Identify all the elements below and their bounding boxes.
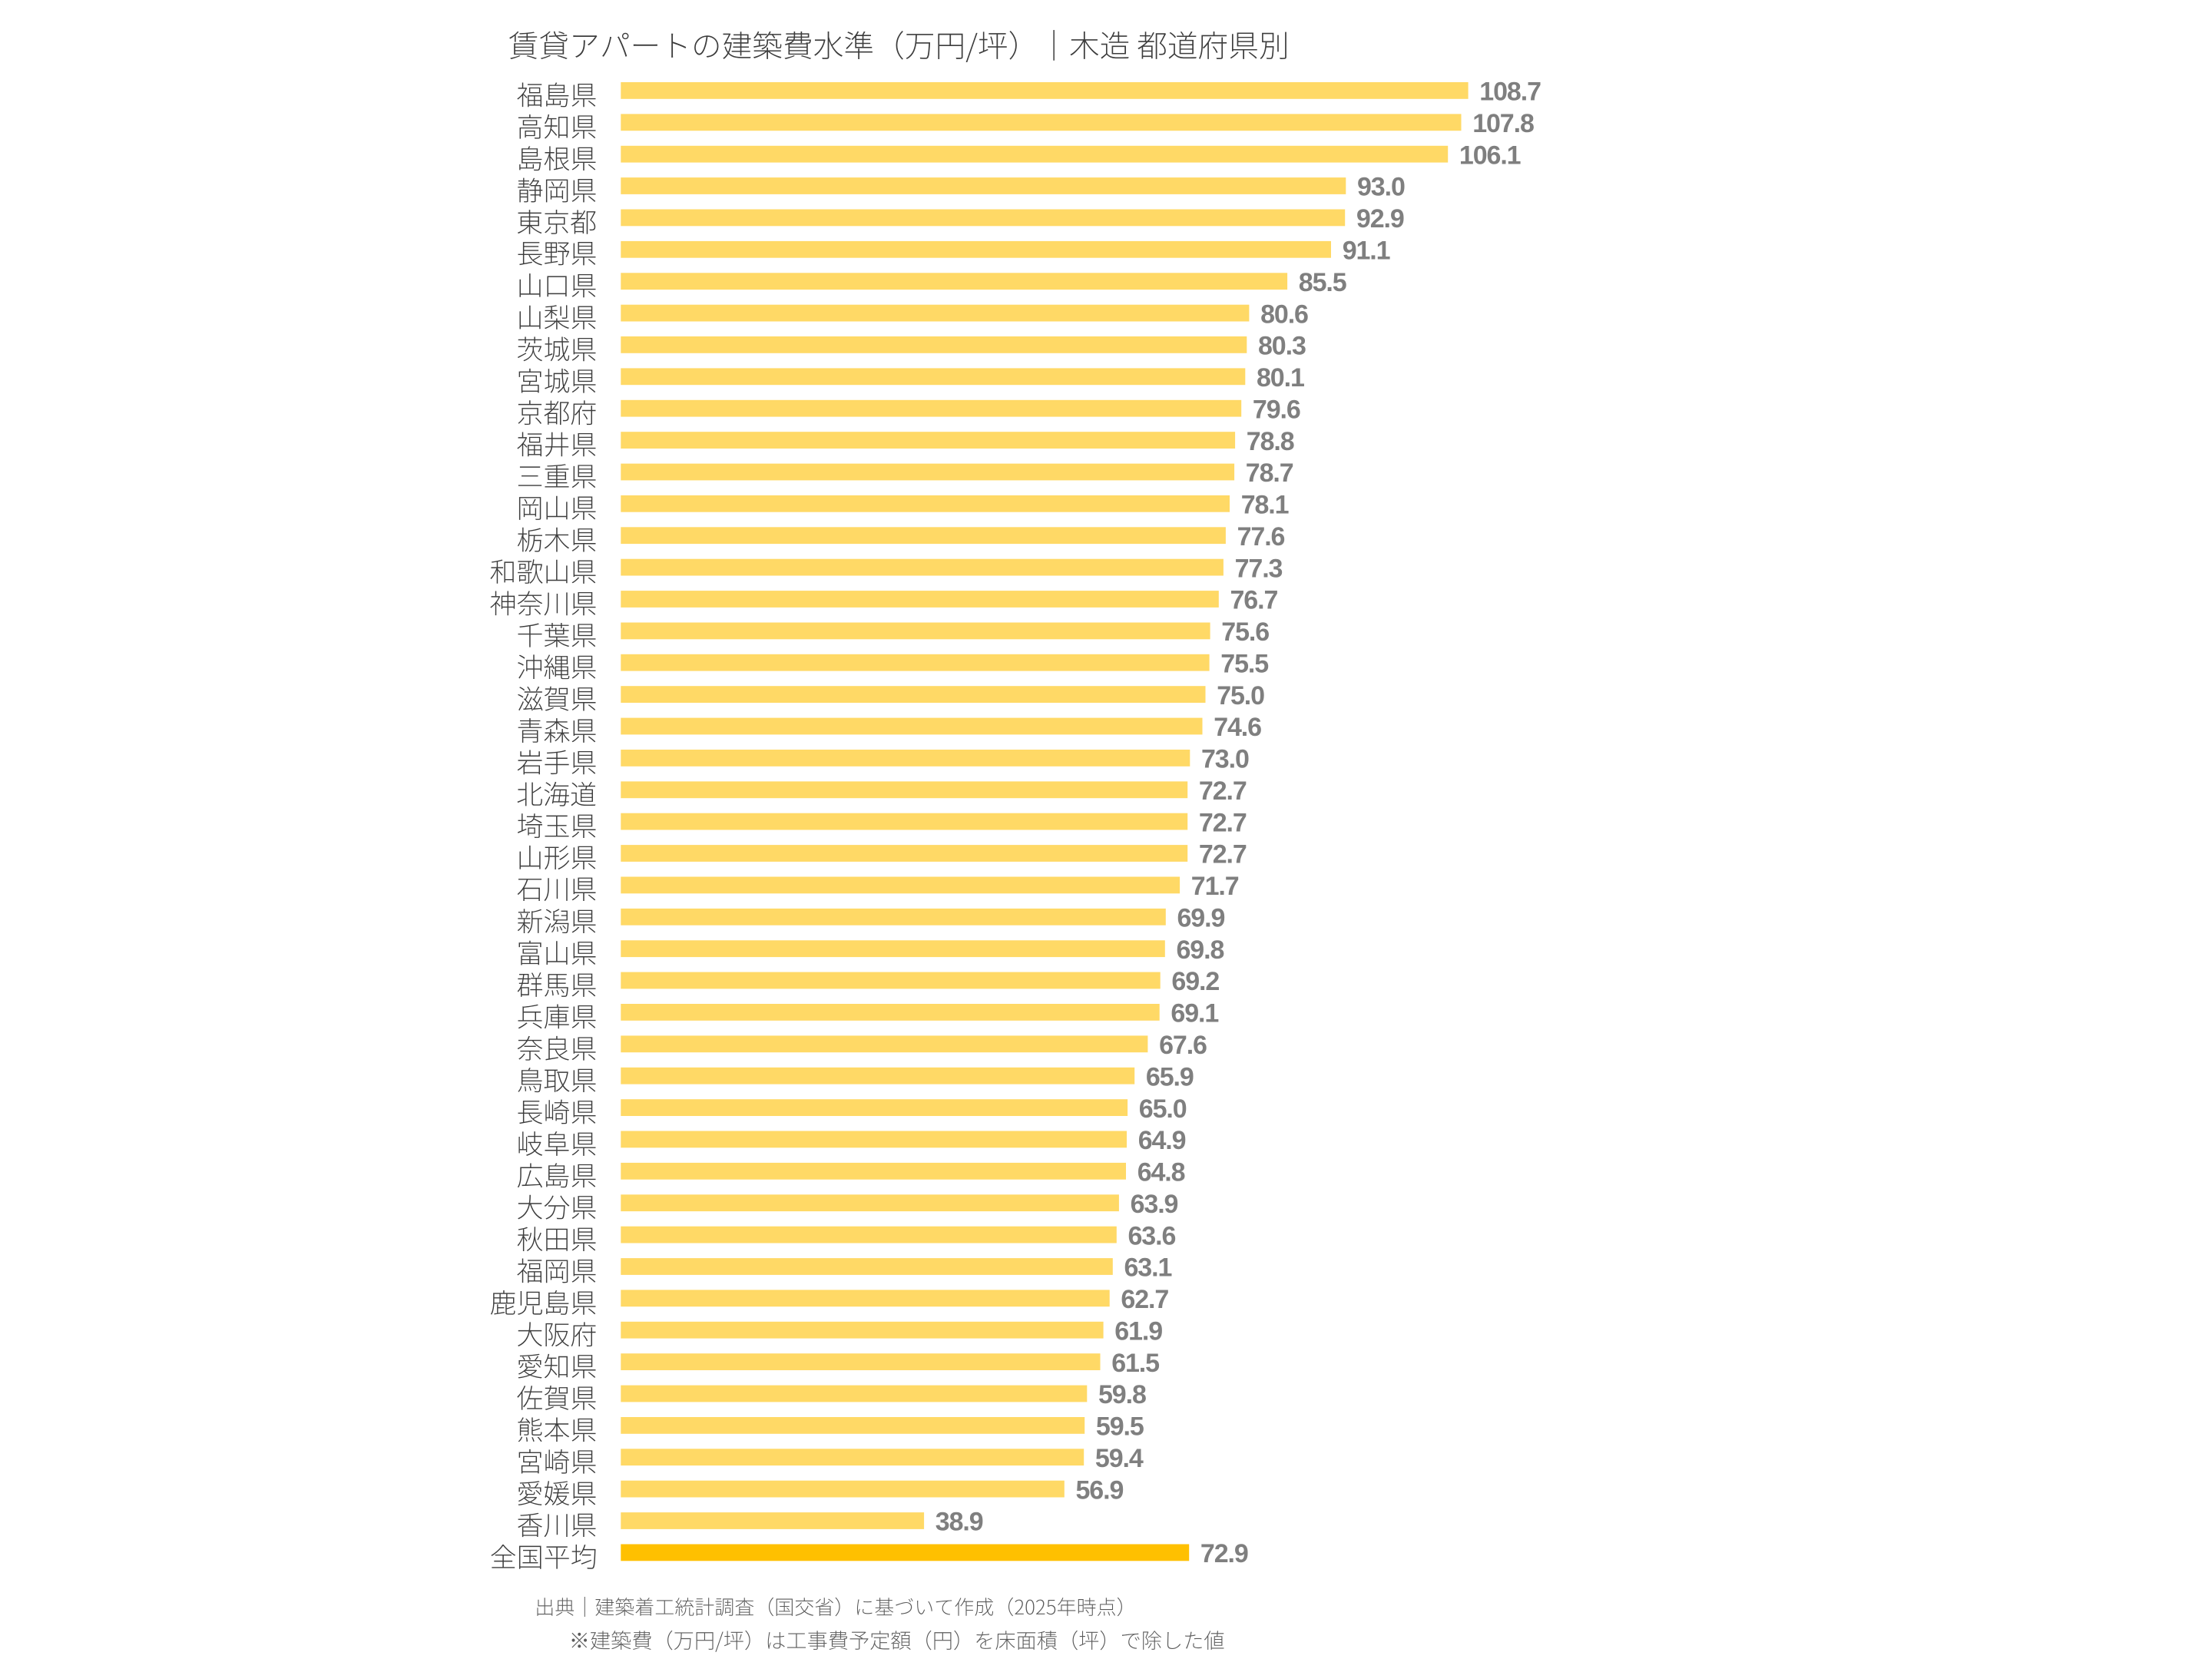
svg-text:72.9: 72.9 xyxy=(1200,1539,1248,1568)
svg-text:76.7: 76.7 xyxy=(1230,586,1278,615)
svg-text:79.6: 79.6 xyxy=(1253,395,1300,424)
svg-text:62.7: 62.7 xyxy=(1121,1285,1168,1314)
svg-text:69.9: 69.9 xyxy=(1177,904,1225,933)
svg-text:73.0: 73.0 xyxy=(1201,745,1249,774)
svg-text:63.9: 63.9 xyxy=(1131,1190,1178,1219)
svg-text:80.6: 80.6 xyxy=(1260,300,1308,329)
svg-text:75.6: 75.6 xyxy=(1221,618,1269,647)
svg-text:61.9: 61.9 xyxy=(1114,1316,1162,1346)
svg-text:72.7: 72.7 xyxy=(1199,777,1247,806)
svg-text:59.8: 59.8 xyxy=(1098,1380,1146,1409)
svg-text:64.9: 64.9 xyxy=(1138,1126,1186,1155)
svg-text:64.8: 64.8 xyxy=(1137,1158,1185,1187)
svg-text:69.2: 69.2 xyxy=(1171,967,1219,996)
svg-text:78.1: 78.1 xyxy=(1241,491,1289,520)
svg-text:59.5: 59.5 xyxy=(1096,1412,1144,1442)
svg-text:69.1: 69.1 xyxy=(1171,999,1218,1028)
svg-text:78.7: 78.7 xyxy=(1246,459,1293,488)
svg-text:72.7: 72.7 xyxy=(1199,840,1247,869)
svg-text:78.8: 78.8 xyxy=(1247,427,1294,456)
svg-text:80.1: 80.1 xyxy=(1257,363,1304,392)
svg-text:38.9: 38.9 xyxy=(935,1508,983,1537)
svg-text:65.0: 65.0 xyxy=(1139,1094,1187,1124)
svg-text:67.6: 67.6 xyxy=(1159,1031,1207,1060)
svg-text:65.9: 65.9 xyxy=(1146,1062,1194,1091)
svg-text:92.9: 92.9 xyxy=(1356,204,1404,233)
svg-text:107.8: 107.8 xyxy=(1472,109,1534,138)
svg-text:77.6: 77.6 xyxy=(1237,522,1285,551)
svg-text:69.8: 69.8 xyxy=(1177,935,1224,965)
svg-text:56.9: 56.9 xyxy=(1076,1475,1124,1505)
svg-text:77.3: 77.3 xyxy=(1235,554,1283,583)
svg-text:61.5: 61.5 xyxy=(1111,1349,1159,1378)
svg-text:106.1: 106.1 xyxy=(1459,141,1521,170)
svg-text:63.1: 63.1 xyxy=(1124,1253,1172,1283)
svg-text:59.4: 59.4 xyxy=(1095,1444,1144,1473)
svg-text:63.6: 63.6 xyxy=(1128,1221,1176,1250)
svg-text:75.0: 75.0 xyxy=(1217,681,1264,710)
svg-text:91.1: 91.1 xyxy=(1343,237,1390,266)
svg-text:71.7: 71.7 xyxy=(1191,872,1239,901)
svg-text:85.5: 85.5 xyxy=(1299,268,1346,297)
svg-text:75.5: 75.5 xyxy=(1220,649,1268,678)
svg-text:108.7: 108.7 xyxy=(1479,78,1541,107)
svg-text:72.7: 72.7 xyxy=(1199,808,1247,837)
svg-text:93.0: 93.0 xyxy=(1357,173,1405,202)
svg-text:80.3: 80.3 xyxy=(1258,332,1306,361)
svg-text:74.6: 74.6 xyxy=(1214,713,1261,742)
